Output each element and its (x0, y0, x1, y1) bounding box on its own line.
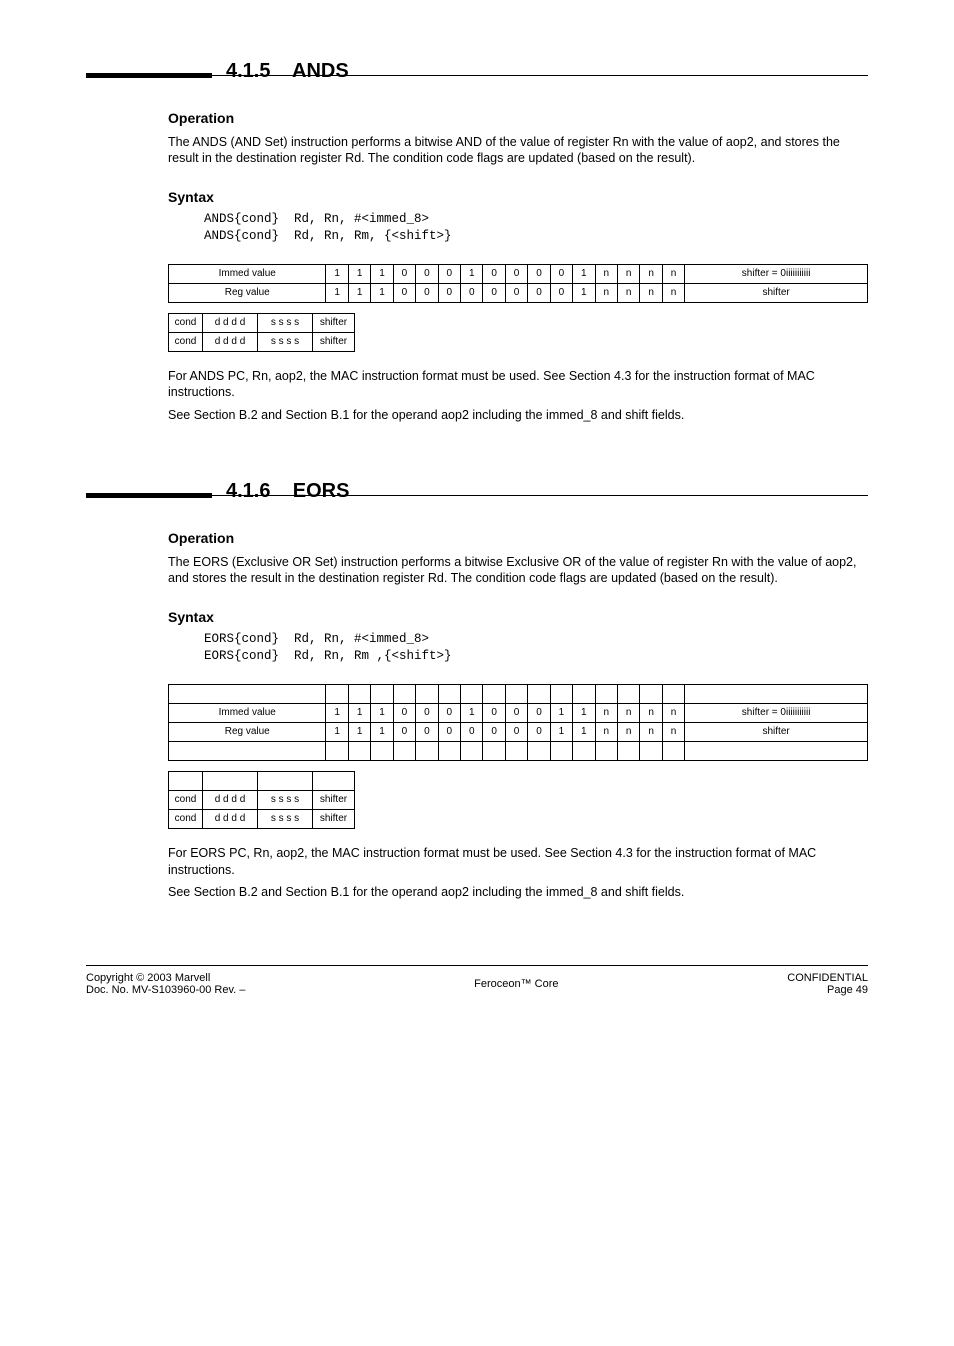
encoding-tables-ands: Immed value 1 1 1 0 0 0 1 0 0 0 0 1 n n … (168, 264, 868, 352)
footer-right: CONFIDENTIAL Page 49 (787, 972, 868, 996)
table-row (169, 771, 355, 790)
row-label: Reg value (169, 722, 326, 741)
table-row: cond d d d d s s s s shifter (169, 332, 355, 351)
table-row: cond d d d d s s s s shifter (169, 313, 355, 332)
page: 4.1.5 ANDS Operation The ANDS (AND Set) … (0, 0, 954, 1036)
note-line: See Section B.2 and Section B.1 for the … (168, 884, 868, 901)
syntax-line: EORS{cond} Rd, Rn, Rm ,{<shift>} (204, 649, 452, 663)
heading-row-eors: 4.1.6 EORS (86, 480, 868, 510)
footer-confidential: CONFIDENTIAL (787, 972, 868, 984)
operation-text: The EORS (Exclusive OR Set) instruction … (168, 554, 868, 587)
table-row: Immed value 111000100011nnnn shifter = 0… (169, 703, 868, 722)
syntax-line: ANDS{cond} Rd, Rn, #<immed_8> (204, 212, 429, 226)
heading-mnemonic: ANDS (292, 60, 349, 82)
operation-label: Operation (168, 530, 868, 546)
page-footer: Copyright © 2003 Marvell Doc. No. MV-S10… (86, 965, 868, 996)
encoding-tables-eors: Immed value 111000100011nnnn shifter = 0… (168, 684, 868, 829)
operation-label: Operation (168, 110, 868, 126)
footer-page: Page 49 (787, 984, 868, 996)
notes: For EORS PC, Rn, aop2, the MAC instructi… (168, 845, 868, 902)
heading-text: 4.1.5 ANDS (86, 60, 868, 82)
notes: For ANDS PC, Rn, aop2, the MAC instructi… (168, 368, 868, 425)
heading-text: 4.1.6 EORS (86, 480, 868, 502)
operation-text: The ANDS (AND Set) instruction performs … (168, 134, 868, 167)
shifter-field: shifter (685, 722, 868, 741)
table-row (169, 684, 868, 703)
shifter-field: shifter = 0iiiiiiiiiii (685, 264, 868, 283)
table-row: Reg value 1 1 1 0 0 0 0 0 0 0 0 1 n n n (169, 283, 868, 302)
note-line: See Section B.2 and Section B.1 for the … (168, 407, 868, 424)
encoding-main-table: Immed value 1 1 1 0 0 0 1 0 0 0 0 1 n n … (168, 264, 868, 303)
encoding-main-table: Immed value 111000100011nnnn shifter = 0… (168, 684, 868, 761)
instruction-ands: 4.1.5 ANDS Operation The ANDS (AND Set) … (86, 60, 868, 424)
shifter-field: shifter = 0iiiiiiiiiii (685, 703, 868, 722)
table-row: cond d d d d s s s s shifter (169, 809, 355, 828)
footer-docno: Doc. No. MV-S103960-00 Rev. – (86, 984, 245, 996)
table-row: Immed value 1 1 1 0 0 0 1 0 0 0 0 1 n n … (169, 264, 868, 283)
table-row: Reg value 111000000011nnnn shifter (169, 722, 868, 741)
syntax-code: EORS{cond} Rd, Rn, #<immed_8> EORS{cond}… (204, 631, 868, 666)
footer-center: Feroceon™ Core (474, 978, 558, 990)
heading-number: 4.1.6 (226, 480, 270, 502)
footer-left: Copyright © 2003 Marvell Doc. No. MV-S10… (86, 972, 245, 996)
syntax-code: ANDS{cond} Rd, Rn, #<immed_8> ANDS{cond}… (204, 211, 868, 246)
syntax-label: Syntax (168, 189, 868, 205)
row-label: Immed value (169, 264, 326, 283)
heading-mnemonic: EORS (293, 480, 350, 502)
syntax-label: Syntax (168, 609, 868, 625)
heading-number: 4.1.5 (226, 60, 270, 82)
table-row: cond d d d d s s s s shifter (169, 790, 355, 809)
syntax-line: ANDS{cond} Rd, Rn, Rm, {<shift>} (204, 229, 452, 243)
footer-copyright: Copyright © 2003 Marvell (86, 972, 245, 984)
row-label: Immed value (169, 703, 326, 722)
encoding-second-table: cond d d d d s s s s shifter cond d d d … (168, 771, 355, 829)
note-line: For EORS PC, Rn, aop2, the MAC instructi… (168, 845, 868, 879)
note-line: For ANDS PC, Rn, aop2, the MAC instructi… (168, 368, 868, 402)
instruction-eors: 4.1.6 EORS Operation The EORS (Exclusive… (86, 480, 868, 901)
heading-row-ands: 4.1.5 ANDS (86, 60, 868, 90)
row-label: Reg value (169, 283, 326, 302)
encoding-second-table: cond d d d d s s s s shifter cond d d d … (168, 313, 355, 352)
shifter-field: shifter (685, 283, 868, 302)
table-row (169, 741, 868, 760)
syntax-line: EORS{cond} Rd, Rn, #<immed_8> (204, 632, 429, 646)
